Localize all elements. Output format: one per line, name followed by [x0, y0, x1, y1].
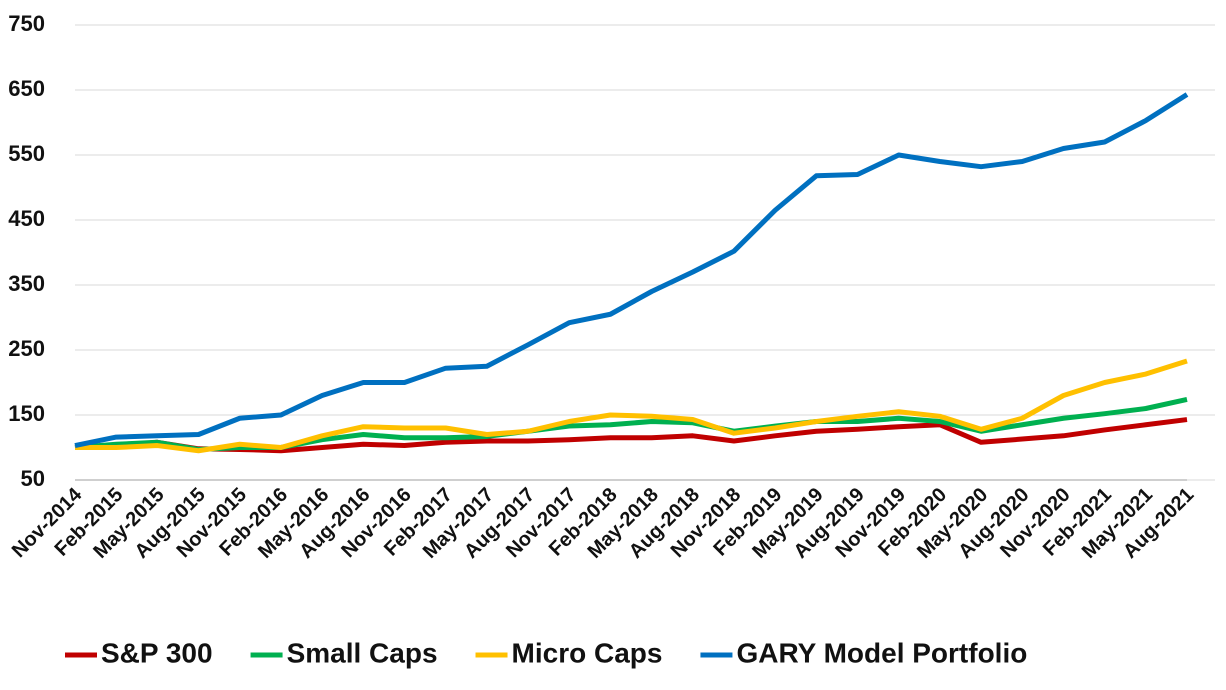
legend-label: Small Caps	[287, 637, 438, 668]
y-tick-label: 750	[8, 11, 45, 36]
legend-label: Micro Caps	[512, 637, 663, 668]
y-tick-label: 650	[8, 76, 45, 101]
series-line	[75, 358, 1188, 454]
y-tick-label: 150	[8, 401, 45, 426]
y-tick-label: 550	[8, 141, 45, 166]
y-tick-label: 350	[8, 271, 45, 296]
y-tick-label: 450	[8, 206, 45, 231]
y-tick-label: 250	[8, 336, 45, 361]
series-line	[74, 417, 1188, 454]
legend-label: GARY Model Portfolio	[736, 637, 1027, 668]
legend-label: S&P 300	[101, 637, 213, 668]
y-tick-label: 50	[21, 466, 45, 491]
series-line	[74, 92, 1189, 448]
